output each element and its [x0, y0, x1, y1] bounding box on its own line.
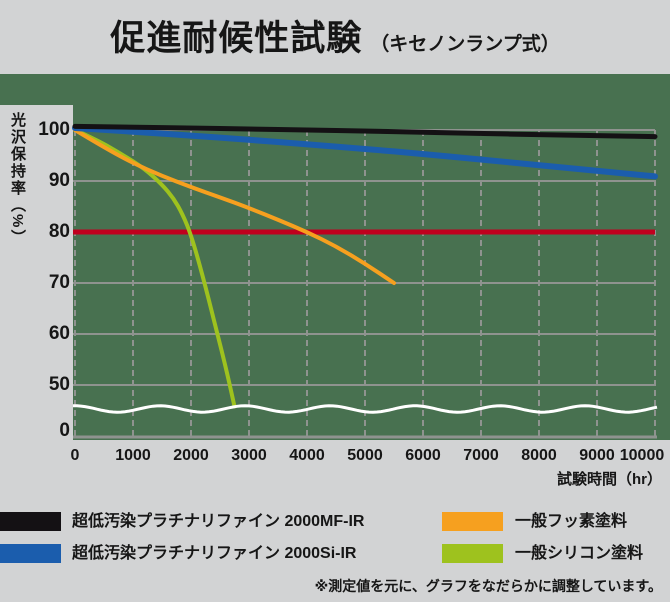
axis-break-wave: [73, 404, 658, 414]
chart-plot: [72, 123, 658, 439]
legend-label-silicone: 一般シリコン塗料: [515, 545, 644, 562]
x-tick-1000: 1000: [115, 447, 151, 464]
y-tick-80: 80: [48, 221, 70, 242]
y-tick-90: 90: [48, 170, 70, 191]
legend-label-2000si-ir: 超低汚染プラチナリファイン 2000Si-IR: [72, 545, 357, 562]
y-axis-gutter: [0, 105, 73, 440]
y-tick-100: 100: [38, 119, 70, 140]
x-tick-6000: 6000: [405, 447, 441, 464]
legend-label-2000mf-ir: 超低汚染プラチナリファイン 2000MF-IR: [72, 513, 365, 530]
legend-swatch-silicone: [442, 544, 503, 563]
legend-swatch-2000si-ir: [0, 544, 61, 563]
x-tick-5000: 5000: [347, 447, 383, 464]
x-tick-4000: 4000: [289, 447, 325, 464]
footnote: ※測定値を元に、グラフをなだらかに調整しています。: [314, 578, 662, 594]
chart-title-main: 促進耐候性試験: [110, 19, 363, 58]
x-tick-8000: 8000: [521, 447, 557, 464]
legend-swatch-2000mf-ir: [0, 512, 61, 531]
x-tick-7000: 7000: [463, 447, 499, 464]
chart-title: 促進耐候性試験 （キセノンランプ式）: [0, 10, 670, 61]
y-tick-60: 60: [48, 323, 70, 344]
x-tick-2000: 2000: [173, 447, 209, 464]
y-tick-0: 0: [59, 420, 70, 441]
x-tick-9000: 9000: [579, 447, 615, 464]
x-tick-3000: 3000: [231, 447, 267, 464]
legend-swatch-fluorine: [442, 512, 503, 531]
y-axis-title: 光沢保持率（%）: [9, 112, 26, 247]
legend-label-fluorine: 一般フッ素塗料: [515, 513, 628, 530]
y-tick-50: 50: [48, 374, 70, 395]
chart-title-sub: （キセノンランプ式）: [370, 34, 560, 55]
series-line-0: [72, 123, 658, 140]
x-tick-0: 0: [70, 447, 80, 464]
x-tick-10000: 10000: [619, 447, 665, 464]
series-line-1: [72, 124, 658, 180]
x-axis-title: 試験時間（hr）: [556, 471, 662, 488]
y-tick-70: 70: [48, 272, 70, 293]
series-line-2: [73, 128, 396, 285]
chart-area: 光沢保持率（%） 100 90 80 70 60 50 0 0 1000 2000 3000 400…: [0, 74, 670, 494]
